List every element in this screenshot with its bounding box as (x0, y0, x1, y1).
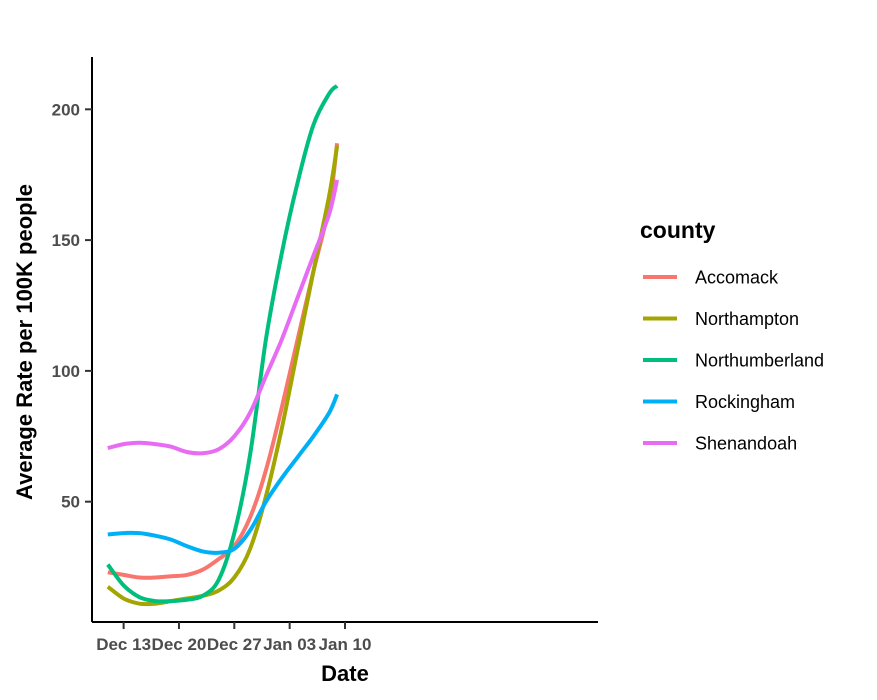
x-axis-ticks: Dec 13 Dec 20 Dec 27 Jan 03 Jan 10 (96, 622, 371, 654)
y-axis-ticks: 50 100 150 200 (52, 100, 92, 512)
x-tick-label: Dec 13 (96, 635, 151, 654)
series-line-shenandoah (107, 179, 340, 456)
legend: county Accomack Northampton Northumberland… (640, 217, 824, 454)
legend-item: Accomack (643, 268, 779, 288)
legend-item: Northumberland (643, 351, 824, 371)
y-tick-label: 50 (61, 493, 80, 512)
legend-item: Rockingham (643, 392, 795, 412)
legend-label: Accomack (695, 268, 779, 288)
x-tick-label: Dec 20 (152, 635, 207, 654)
y-tick-label: 100 (52, 362, 80, 381)
legend-title: county (640, 217, 716, 243)
series-line-northampton (106, 145, 340, 607)
legend-item: Shenandoah (643, 434, 797, 454)
legend-label: Northampton (695, 309, 799, 329)
legend-label: Northumberland (695, 351, 824, 371)
series-line-rockingham (107, 393, 339, 555)
x-tick-label: Jan 10 (319, 635, 372, 654)
x-tick-label: Jan 03 (263, 635, 316, 654)
series-line-accomack (107, 143, 340, 580)
y-tick-label: 150 (52, 231, 80, 250)
legend-label: Shenandoah (695, 434, 797, 454)
x-axis-title: Date (321, 661, 369, 686)
y-axis-title: Average Rate per 100K people (12, 184, 37, 500)
x-tick-label: Dec 27 (207, 635, 262, 654)
y-tick-label: 200 (52, 100, 80, 119)
series-line-northumberland (106, 84, 339, 604)
legend-label: Rockingham (695, 392, 795, 412)
legend-item: Northampton (643, 309, 799, 329)
series-lines (106, 84, 340, 607)
